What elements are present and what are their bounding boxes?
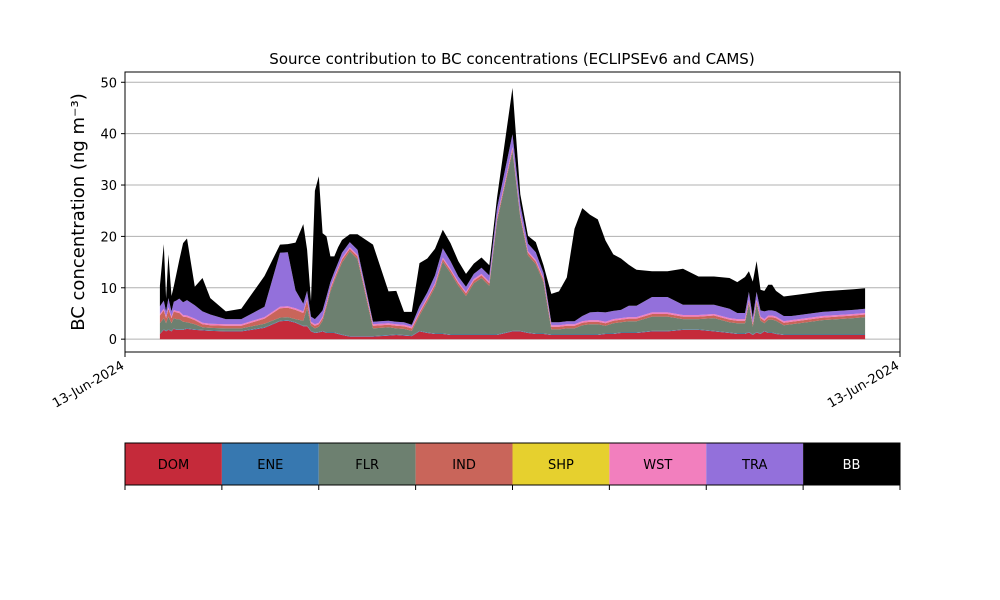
legend-label-shp: SHP bbox=[548, 458, 574, 473]
area-bb bbox=[159, 87, 866, 325]
legend-swatch-bb bbox=[803, 443, 900, 485]
stacked-areas bbox=[159, 87, 866, 340]
y-axis-ticks: 0 10 20 30 40 50 bbox=[100, 76, 125, 348]
area-dom bbox=[159, 320, 866, 340]
area-flr bbox=[159, 151, 866, 337]
y-tick-label-10: 10 bbox=[100, 282, 117, 297]
y-tick-label-40: 40 bbox=[100, 128, 117, 143]
legend-label-bb: BB bbox=[843, 458, 861, 473]
legend-swatch-tra bbox=[706, 443, 804, 485]
legend-swatch-dom bbox=[125, 443, 222, 485]
legend-label-dom: DOM bbox=[158, 458, 189, 473]
legend-label-ene: ENE bbox=[257, 458, 283, 473]
area-ene bbox=[159, 320, 866, 337]
legend-swatch-ene bbox=[221, 443, 319, 485]
legend-swatch-ind bbox=[415, 443, 513, 485]
y-tick-label-50: 50 bbox=[100, 76, 117, 91]
plot-frame bbox=[124, 71, 901, 353]
y-tick-label-0: 0 bbox=[109, 333, 117, 348]
legend-label-flr: FLR bbox=[355, 458, 379, 473]
legend-label-tra: TRA bbox=[741, 458, 767, 473]
legend: DOM ENE FLR IND SHP WST TRA BB bbox=[124, 442, 901, 490]
x-tick-label-1: 13-Jun-2024 bbox=[825, 358, 902, 411]
y-axis-label: BC concentration (ng m⁻³) bbox=[68, 93, 89, 331]
x-axis-ticks: 13-Jun-2024 13-Jun-2024 bbox=[50, 352, 902, 411]
x-tick-label-0: 13-Jun-2024 bbox=[50, 358, 127, 411]
legend-swatch-flr bbox=[318, 443, 416, 485]
y-tick-label-30: 30 bbox=[100, 179, 117, 194]
legend-label-wst: WST bbox=[643, 458, 672, 473]
chart-title: Source contribution to BC concentrations… bbox=[269, 50, 754, 68]
legend-swatch-shp bbox=[512, 443, 610, 485]
legend-swatch-wst bbox=[609, 443, 707, 485]
y-tick-label-20: 20 bbox=[100, 230, 117, 245]
legend-label-ind: IND bbox=[452, 458, 476, 473]
